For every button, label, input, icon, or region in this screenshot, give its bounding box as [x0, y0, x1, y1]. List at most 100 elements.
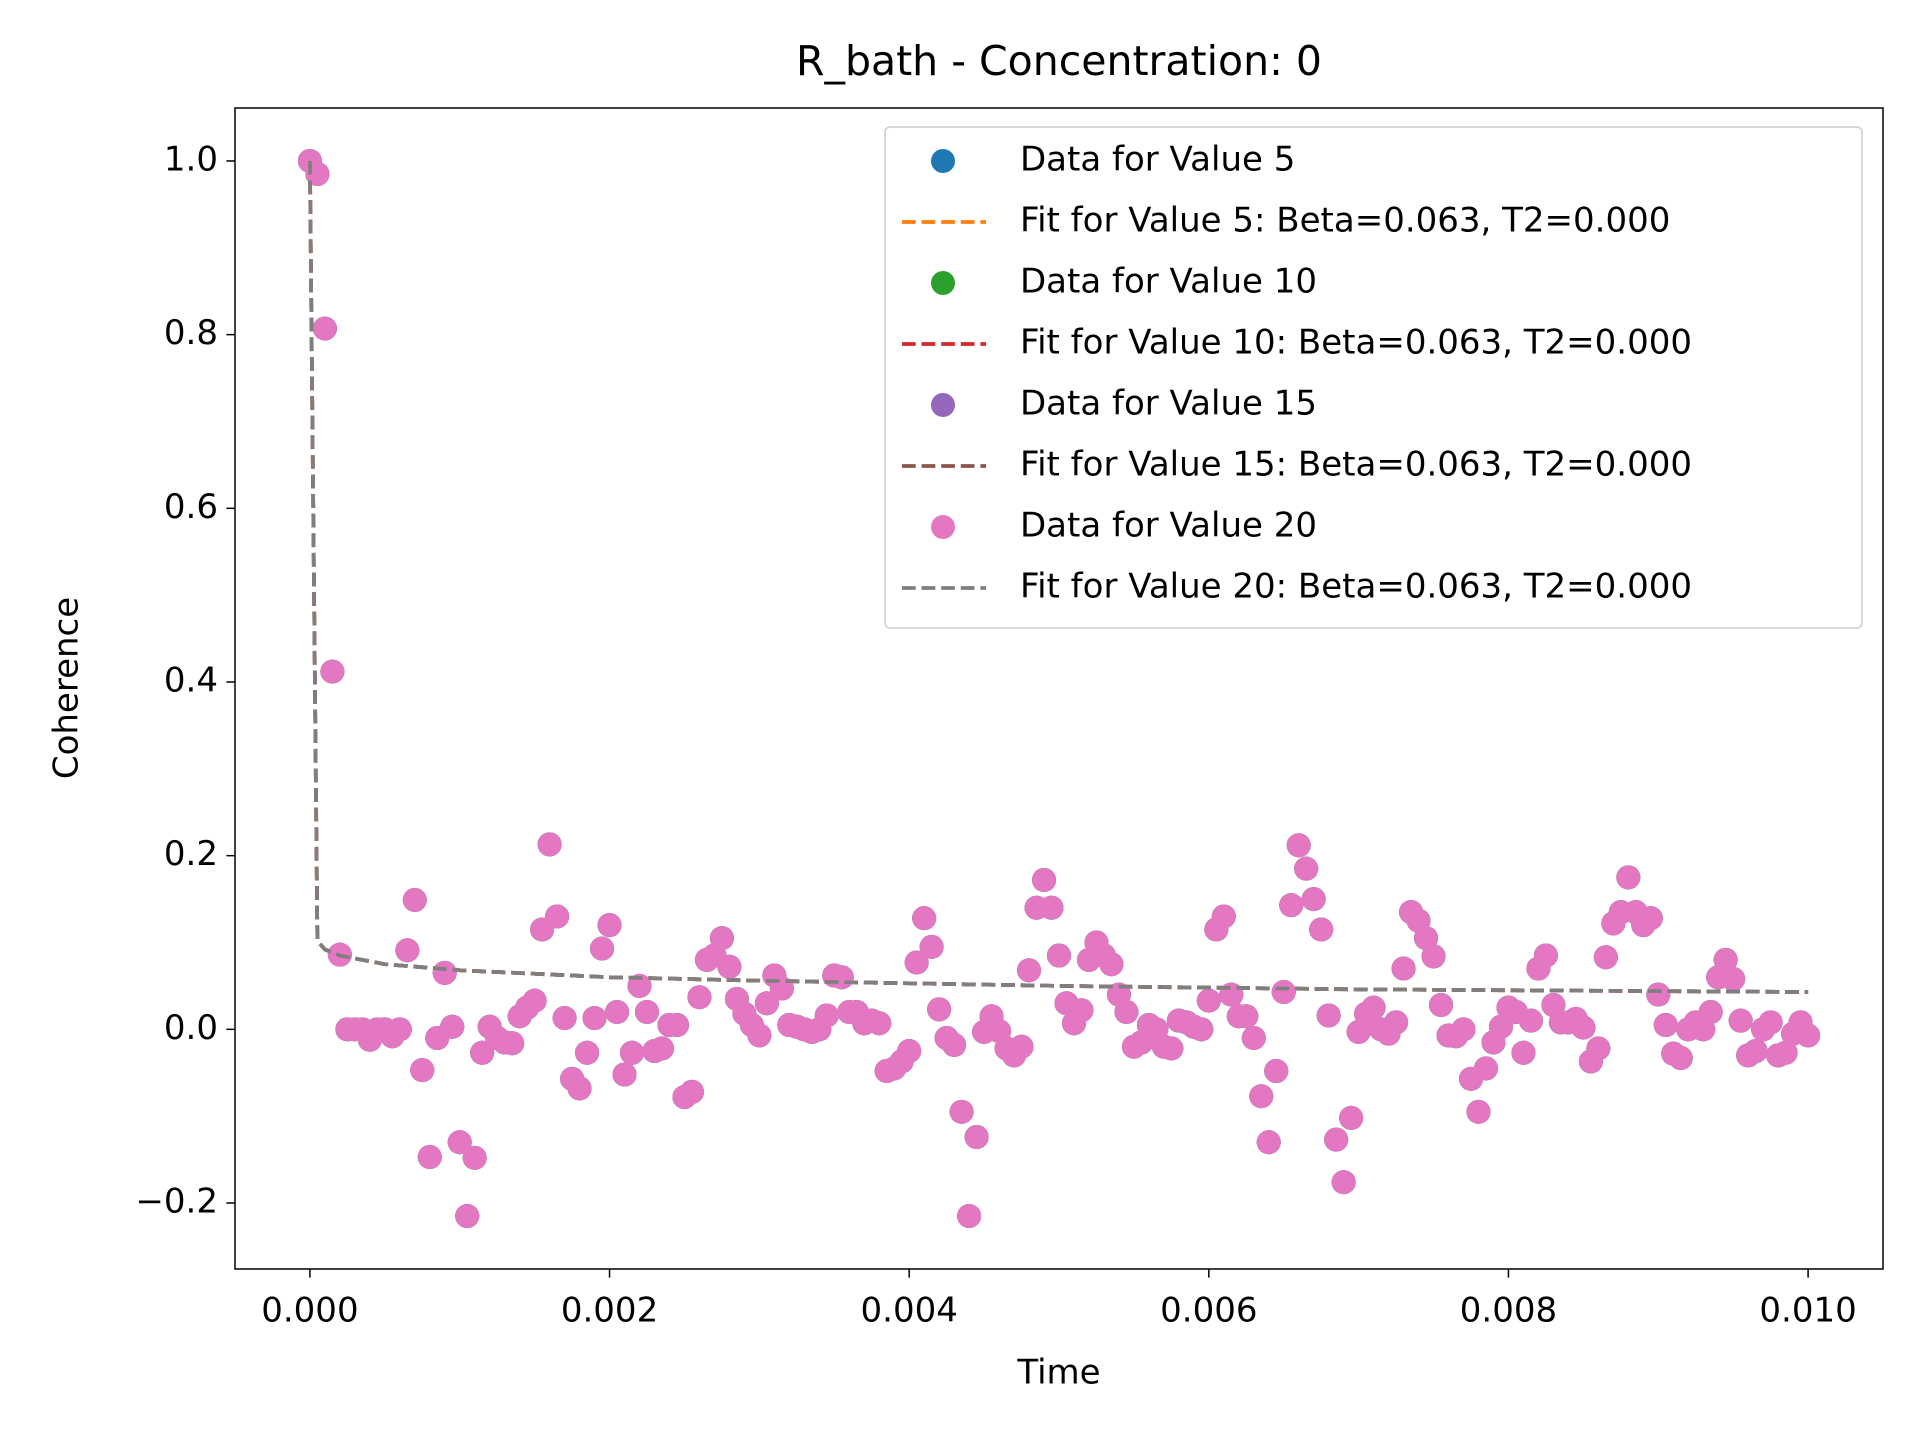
- y-tick-label: 0.2: [164, 834, 218, 874]
- data-point: [1646, 982, 1671, 1007]
- data-point: [1099, 952, 1124, 977]
- data-point: [664, 1012, 689, 1037]
- data-point: [1586, 1036, 1611, 1061]
- x-tick-label: 0.008: [1460, 1291, 1557, 1331]
- data-point: [867, 1011, 892, 1036]
- data-point: [1286, 833, 1311, 858]
- data-point: [402, 887, 427, 912]
- data-point: [1189, 1017, 1214, 1042]
- data-point: [904, 950, 929, 975]
- data-point: [1533, 943, 1558, 968]
- data-point: [897, 1039, 922, 1064]
- data-point: [1653, 1012, 1678, 1037]
- data-point: [1758, 1010, 1783, 1035]
- data-point: [1316, 1003, 1341, 1028]
- legend-label: Fit for Value 20: Beta=0.063, T2=0.000: [1020, 567, 1692, 607]
- data-point: [1009, 1034, 1034, 1059]
- data-point: [1421, 944, 1446, 969]
- data-point: [1466, 1099, 1491, 1124]
- data-point: [919, 934, 944, 959]
- data-point: [1593, 945, 1618, 970]
- data-point: [1346, 1019, 1371, 1044]
- data-point: [470, 1040, 495, 1065]
- y-tick-label: 0.0: [164, 1008, 218, 1048]
- data-point: [1331, 1170, 1356, 1195]
- data-point: [1713, 947, 1738, 972]
- x-tick-label: 0.002: [561, 1291, 658, 1331]
- axes-frame: [234, 107, 1884, 1270]
- data-point: [1391, 956, 1416, 981]
- legend-marker: [931, 149, 955, 173]
- data-point: [747, 1023, 772, 1048]
- data-point: [1638, 906, 1663, 931]
- data-point: [1234, 1004, 1259, 1029]
- data-point: [1301, 887, 1326, 912]
- legend-box: [884, 126, 1863, 629]
- data-point: [1294, 856, 1319, 881]
- data-point: [679, 1079, 704, 1104]
- data-point: [912, 906, 937, 931]
- data-point: [1256, 1130, 1281, 1155]
- fit-line: [308, 160, 1809, 994]
- data-point: [432, 960, 457, 985]
- chart-title: R_bath - Concentration: 0: [796, 37, 1322, 85]
- data-point: [1414, 926, 1439, 951]
- data-point: [1488, 1014, 1513, 1039]
- data-point: [312, 316, 337, 341]
- data-point: [575, 1040, 600, 1065]
- data-point: [1249, 1084, 1274, 1109]
- data-point: [1309, 917, 1334, 942]
- data-point: [1511, 1040, 1536, 1065]
- legend-marker: [931, 515, 955, 539]
- legend-label: Fit for Value 10: Beta=0.063, T2=0.000: [1020, 323, 1692, 363]
- data-point: [717, 954, 742, 979]
- data-point: [1668, 1045, 1693, 1070]
- data-point: [1196, 988, 1221, 1013]
- legend-label: Fit for Value 15: Beta=0.063, T2=0.000: [1020, 445, 1692, 485]
- plot-area: [297, 148, 1821, 1229]
- data-point: [1279, 893, 1304, 918]
- data-point: [620, 1040, 645, 1065]
- data-point: [1743, 1039, 1768, 1064]
- x-tick-label: 0.000: [261, 1291, 358, 1331]
- data-point: [455, 1204, 480, 1229]
- data-point: [1384, 1010, 1409, 1035]
- data-point: [1773, 1040, 1798, 1065]
- x-tick-label: 0.006: [1160, 1291, 1257, 1331]
- data-point: [1796, 1023, 1821, 1048]
- data-point: [964, 1125, 989, 1150]
- data-point: [1721, 966, 1746, 991]
- legend-label: Data for Value 20: [1020, 506, 1317, 546]
- legend-label: Data for Value 5: [1020, 140, 1295, 180]
- data-point: [1429, 993, 1454, 1018]
- data-point: [1698, 999, 1723, 1024]
- data-point: [1616, 865, 1641, 890]
- data-point: [597, 913, 622, 938]
- data-point: [1069, 998, 1094, 1023]
- data-point: [462, 1145, 487, 1170]
- legend-marker: [931, 393, 955, 417]
- legend-label: Data for Value 10: [1020, 262, 1317, 302]
- data-point: [942, 1032, 967, 1057]
- data-point: [387, 1017, 412, 1042]
- data-point: [395, 938, 420, 963]
- data-point: [1017, 958, 1042, 983]
- data-point: [537, 832, 562, 857]
- data-point: [1271, 979, 1296, 1004]
- data-point: [1211, 904, 1236, 929]
- data-point: [417, 1144, 442, 1169]
- data-point: [320, 659, 345, 684]
- y-tick-label: 1.0: [164, 139, 218, 179]
- y-tick-label: 0.4: [164, 660, 218, 700]
- data-point: [590, 936, 615, 961]
- data-point: [649, 1036, 674, 1061]
- data-point: [1361, 995, 1386, 1020]
- data-point: [635, 999, 659, 1024]
- data-point: [1324, 1127, 1349, 1152]
- y-tick-label: −0.2: [135, 1182, 218, 1222]
- data-point: [687, 985, 712, 1010]
- data-point: [1047, 943, 1071, 968]
- data-point: [709, 926, 734, 951]
